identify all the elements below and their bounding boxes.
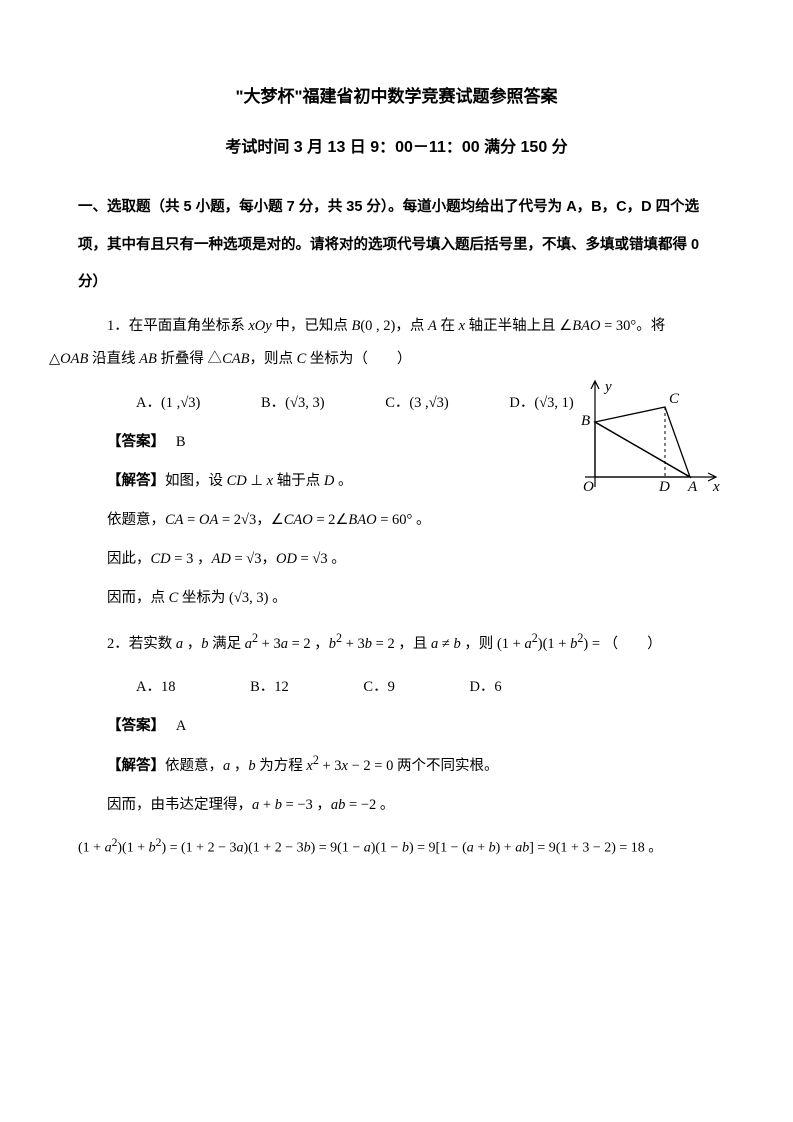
q2-sol-label: 【解答】 xyxy=(107,758,165,774)
q1-answer-value: B xyxy=(176,434,186,450)
q2-options: A．18 B．12 C．9 D．6 xyxy=(78,675,715,696)
q2-a: 2．若实数 xyxy=(107,636,176,652)
q1-part-4: 在 xyxy=(437,318,459,334)
q1-b-pre: B．( xyxy=(261,395,290,411)
q1-sol3-a: 因此， xyxy=(107,551,151,567)
q1-opt-d: D．(√3, 1) xyxy=(480,391,573,412)
q2-e: ，且 xyxy=(398,636,431,652)
diagram-c-label: C xyxy=(669,391,680,407)
diagram-b-label: B xyxy=(581,413,590,429)
q1-opt-a: A．(1 ,√3) xyxy=(107,391,200,412)
q1-sol3-d: 。 xyxy=(328,551,346,567)
diagram-y-label: y xyxy=(603,379,612,395)
diagram-x-label: x xyxy=(712,479,720,495)
q2-sol-a: 依题意， xyxy=(165,758,223,774)
q2-opt-d: D．6 xyxy=(440,675,501,696)
q2-sol-d: 两个不同实根。 xyxy=(397,758,499,774)
q1-sol2-b: ， xyxy=(256,512,271,528)
q1-c-suf: ) xyxy=(444,395,449,411)
q1-sol4-c: , 3) 。 xyxy=(249,590,286,606)
q1-sol-b: 轴于点 xyxy=(273,473,324,489)
q2-sol2-b: ， xyxy=(316,797,331,813)
exam-info: 考试时间 3 月 13 日 9：00－11：00 满分 150 分 xyxy=(78,133,715,157)
q1-line2-4: ，则点 xyxy=(249,351,296,367)
q1-d-pre: D．( xyxy=(509,395,539,411)
diagram-d-label: D xyxy=(658,479,670,495)
q2-c: 满足 xyxy=(209,636,245,652)
q1-line2-3: 折叠得 △ xyxy=(157,351,222,367)
q1-a-pre: A．(1 , xyxy=(136,395,180,411)
q1-line2-5: 坐标为（ ） xyxy=(306,351,411,367)
page-title: "大梦杯"福建省初中数学竞赛试题参照答案 xyxy=(78,82,715,107)
q2-g: （ ） xyxy=(604,636,662,652)
q2-answer: 【答案】 A xyxy=(78,714,715,735)
q2-text: 2．若实数 a ，b 满足 a2 + 3a = 2 ，b2 + 3b = 2 ，… xyxy=(78,625,715,661)
q2-opt-b: B．12 xyxy=(221,675,289,696)
q1-sol3-c: ， xyxy=(261,551,276,567)
q1-diagram: y x O B C D A xyxy=(565,377,725,517)
q2-f: ，则 xyxy=(461,636,497,652)
q1-answer-label: 【答案】 xyxy=(107,434,158,450)
q1-line2-2: 沿直线 xyxy=(88,351,139,367)
q1-text: 1．在平面直角坐标系 xOy 中，已知点 B(0 , 2)，点 A 在 x 轴正… xyxy=(78,310,715,377)
q1-sol-a: 如图，设 xyxy=(165,473,227,489)
q1-opt-b: B．(√3, 3) xyxy=(232,391,325,412)
q1-sol-label: 【解答】 xyxy=(107,473,165,489)
q1-part-2: 中，已知点 xyxy=(272,318,352,334)
diagram-a-label: A xyxy=(687,479,698,495)
q2-sol-b: ， xyxy=(230,758,248,774)
q1-solution-3: 因此，CD = 3 ，AD = √3，OD = √3 。 xyxy=(78,547,715,568)
q1-solution-4: 因而，点 C 坐标为 (√3, 3) 。 xyxy=(78,586,715,607)
q2-opt-a: A．18 xyxy=(107,675,175,696)
q1-a-suf: ) xyxy=(196,395,201,411)
q2-solution-3: (1 + a2)(1 + b2) = (1 + 2 − 3a)(1 + 2 − … xyxy=(78,832,715,861)
q2-opt-c: C．9 xyxy=(334,675,394,696)
q1-sol-c: 。 xyxy=(334,473,352,489)
diagram-o-label: O xyxy=(583,479,594,495)
q2-answer-value: A xyxy=(176,718,186,734)
q2-solution-1: 【解答】依题意，a ，b 为方程 x2 + 3x − 2 = 0 两个不同实根。 xyxy=(78,753,715,775)
q1-part-6: 。将 xyxy=(636,318,665,334)
q2-d: ， xyxy=(311,636,329,652)
q2-sol2-c: 。 xyxy=(380,797,395,813)
q1-sol2-a: 依题意， xyxy=(107,512,165,528)
q1-sol2-c: 。 xyxy=(412,512,430,528)
q1-part-3: ，点 xyxy=(395,318,428,334)
q1-c-pre: C．(3 , xyxy=(385,395,429,411)
q2-solution-2: 因而，由韦达定理得，a + b = −3 ，ab = −2 。 xyxy=(78,793,715,814)
q1-sol4-b: 坐标为 ( xyxy=(178,590,234,606)
q1-sol4-a: 因而，点 xyxy=(107,590,169,606)
q2-sol-c: 为方程 xyxy=(256,758,307,774)
q2-b: ， xyxy=(183,636,201,652)
q2-sol2-a: 因而，由韦达定理得， xyxy=(107,797,252,813)
q1-part-5: 轴正半轴上且 xyxy=(465,318,559,334)
section-1-heading: 一、选取题（共 5 小题，每小题 7 分，共 35 分）。每道小题均给出了代号为… xyxy=(78,189,715,302)
q1-line2-1: △ xyxy=(49,351,60,367)
q1-b-suf: , 3) xyxy=(305,395,324,411)
q1-opt-c: C．(3 ,√3) xyxy=(356,391,449,412)
q1-sol3-b: ， xyxy=(197,551,212,567)
q1-part-1: 1．在平面直角坐标系 xyxy=(107,318,248,334)
q2-answer-label: 【答案】 xyxy=(107,718,158,734)
